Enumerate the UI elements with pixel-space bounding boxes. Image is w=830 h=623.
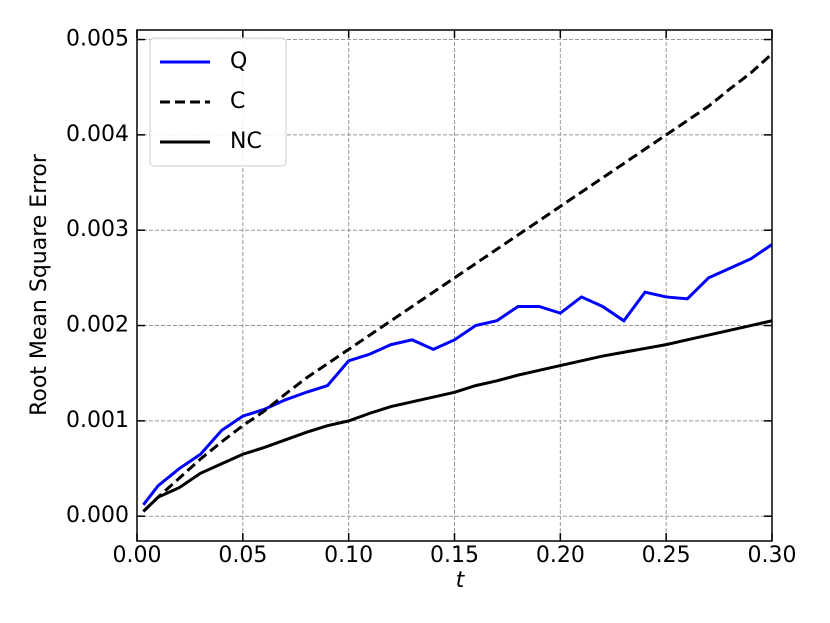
series-line [142,243,773,506]
x-tick-label: 0.30 [748,543,797,568]
legend-label: Q [230,49,247,74]
y-tick-label: 0.002 [66,313,129,338]
y-tick-label: 0.001 [66,408,129,433]
x-tick-label: 0.00 [113,543,162,568]
legend-box [149,37,287,167]
x-tick-label: 0.15 [430,543,479,568]
y-tick-label: 0.005 [66,27,129,52]
legend-label: NC [230,129,262,154]
x-tick-label: 0.20 [536,543,585,568]
x-axis-label: t [456,568,466,593]
x-tick-label: 0.25 [642,543,691,568]
x-tick-label: 0.05 [218,543,267,568]
y-tick-label: 0.004 [66,122,129,147]
series-line [142,319,773,513]
x-tick-label: 0.10 [324,543,373,568]
legend-label: C [230,89,245,114]
y-tick-label: 0.000 [66,503,129,528]
series-line [142,52,774,513]
plot-frame [136,29,773,542]
y-axis-label: Root Mean Square Error [27,153,52,416]
y-tick-label: 0.003 [66,217,129,242]
